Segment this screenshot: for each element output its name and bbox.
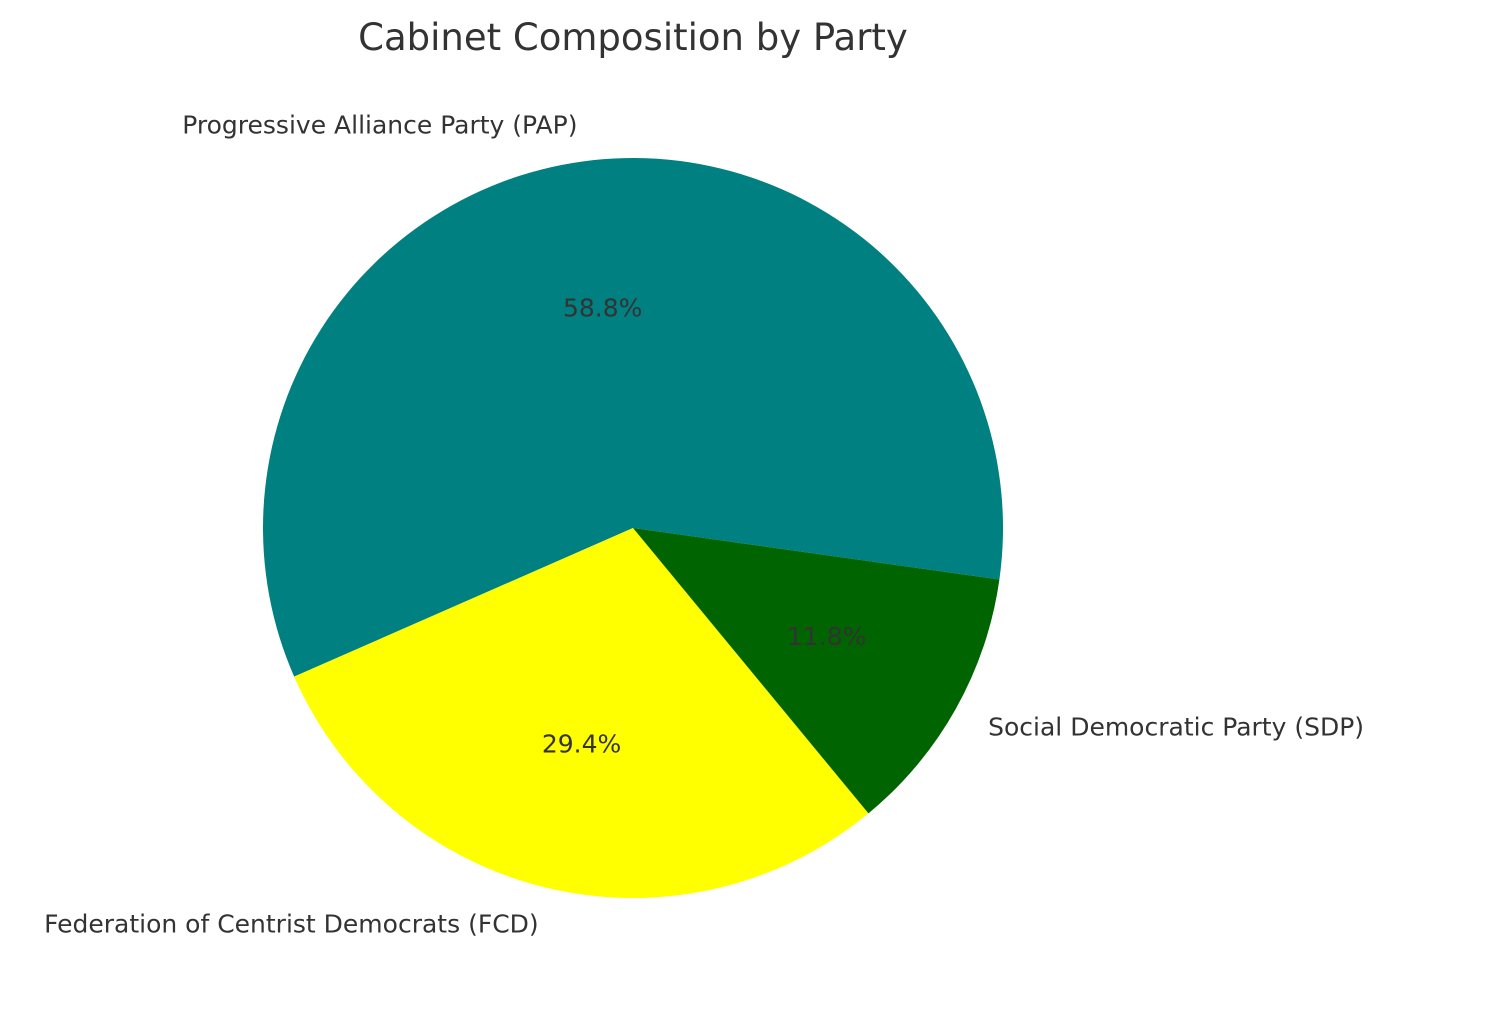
percent-label-progressive-alliance-party: 58.8% bbox=[563, 294, 642, 323]
chart-title: Cabinet Composition by Party bbox=[358, 16, 908, 59]
slice-labels: Progressive Alliance Party (PAP) Federati… bbox=[44, 110, 1364, 938]
slice-label-federation-of-centrist-democrats: Federation of Centrist Democrats (FCD) bbox=[44, 909, 539, 938]
slice-label-social-democratic-party: Social Democratic Party (SDP) bbox=[988, 712, 1364, 741]
percent-labels: 58.8% 29.4% 11.8% bbox=[542, 294, 867, 759]
pie-slices bbox=[262, 158, 1003, 899]
pie-slice-social-democratic-party bbox=[633, 528, 1000, 814]
percent-label-federation-of-centrist-democrats: 29.4% bbox=[542, 729, 621, 758]
slice-label-progressive-alliance-party: Progressive Alliance Party (PAP) bbox=[182, 110, 577, 139]
percent-label-social-democratic-party: 11.8% bbox=[787, 622, 866, 651]
pie-slice-federation-of-centrist-democrats bbox=[294, 528, 869, 899]
pie-slice-progressive-alliance-party bbox=[262, 158, 1003, 677]
